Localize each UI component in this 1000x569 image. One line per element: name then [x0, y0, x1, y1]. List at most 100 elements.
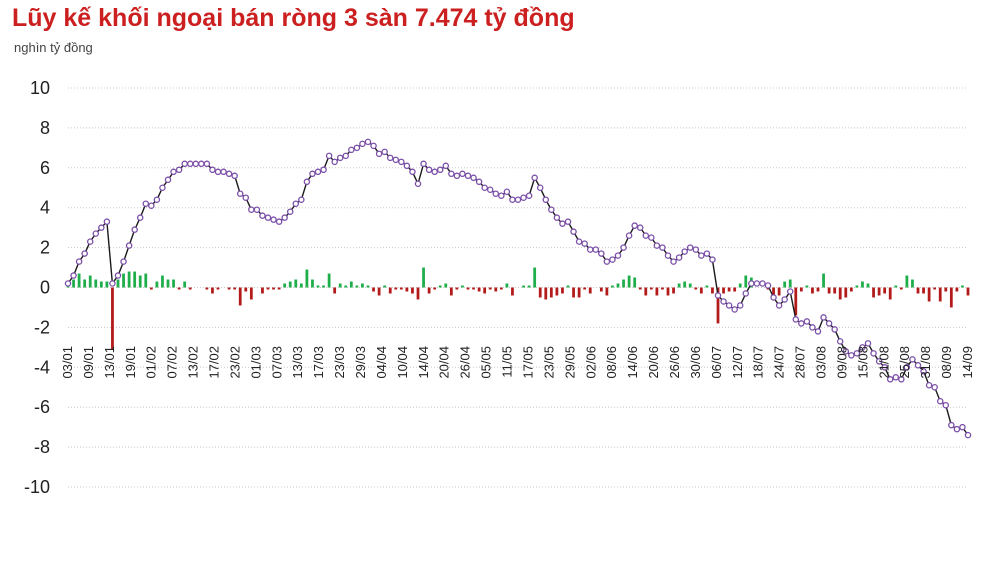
daily-bar — [99, 281, 103, 288]
x-tick-label: 13/02 — [186, 346, 201, 379]
x-tick-label: 13/03 — [290, 346, 305, 379]
cumulative-point — [403, 162, 411, 170]
cumulative-point — [675, 254, 683, 261]
x-tick-label: 12/07 — [730, 346, 745, 379]
daily-bar — [844, 287, 848, 298]
daily-bar — [361, 283, 364, 288]
daily-bar — [883, 287, 887, 294]
cumulative-point — [92, 230, 100, 237]
cumulative-point — [542, 196, 550, 203]
cumulative-point — [214, 168, 222, 176]
daily-bar — [299, 283, 303, 288]
daily-bar — [788, 279, 792, 288]
cumulative-point — [959, 423, 966, 431]
daily-bar — [955, 287, 959, 292]
daily-bar — [644, 287, 648, 296]
cumulative-point — [264, 214, 272, 221]
cumulative-point — [148, 202, 155, 209]
daily-bar — [599, 287, 603, 292]
daily-bar — [383, 285, 387, 288]
cumulative-point — [281, 214, 288, 221]
x-tick-label: 19/01 — [123, 346, 138, 379]
cumulative-point — [648, 234, 655, 241]
x-tick-label: 20/04 — [437, 346, 452, 379]
cumulative-point — [331, 158, 338, 166]
daily-bar — [616, 283, 620, 288]
cumulative-point — [298, 196, 305, 203]
cumulative-point — [575, 238, 583, 245]
daily-bar — [472, 287, 475, 290]
cumulative-point — [942, 401, 950, 409]
cumulative-point — [686, 244, 694, 251]
cumulative-point — [859, 344, 866, 351]
cumulative-point — [881, 364, 888, 371]
x-tick-label: 24/07 — [772, 346, 787, 379]
daily-bar — [488, 287, 492, 290]
daily-bar — [288, 281, 292, 288]
x-tick-label: 09/01 — [81, 346, 96, 379]
daily-bar — [605, 287, 609, 296]
cumulative-point — [136, 214, 144, 221]
daily-bar — [77, 273, 81, 288]
daily-bar — [111, 287, 114, 350]
daily-bar — [649, 287, 653, 290]
cumulative-point — [736, 302, 744, 309]
x-axis-ticks: 03/01 09/01 13/01 19/01 01/02 07/02 13/02 17/02… — [60, 346, 975, 379]
x-tick-label: 07/03 — [269, 346, 284, 379]
x-tick-label: 25/08 — [897, 346, 912, 379]
cumulative-point — [803, 318, 811, 325]
cumulative-point — [609, 256, 616, 263]
x-tick-label: 23/03 — [332, 346, 347, 379]
cumulative-point — [748, 280, 755, 287]
cumulative-point — [203, 160, 211, 168]
cumulative-point — [809, 324, 816, 331]
cumulative-point — [181, 160, 188, 168]
daily-bar — [511, 287, 514, 296]
daily-bar — [366, 285, 370, 288]
daily-bar — [555, 287, 559, 296]
cumulative-point — [514, 196, 522, 203]
cumulative-point — [81, 250, 88, 257]
cumulative-point — [631, 222, 638, 229]
daily-bar — [394, 287, 398, 290]
daily-bar — [638, 287, 642, 290]
cumulative-point — [925, 382, 933, 389]
daily-bar — [944, 287, 948, 292]
daily-bar — [738, 283, 742, 288]
cumulative-point — [509, 196, 516, 203]
daily-bar — [655, 287, 659, 296]
daily-bar — [349, 281, 353, 288]
cumulative-point — [236, 190, 244, 197]
cumulative-point — [453, 172, 461, 180]
x-tick-label: 11/05 — [500, 346, 515, 378]
cumulative-point — [353, 144, 361, 152]
cumulative-point — [342, 152, 350, 160]
daily-bar — [261, 287, 264, 294]
x-tick-label: 18/07 — [751, 346, 766, 379]
daily-bar — [316, 285, 320, 288]
cumulative-point — [875, 358, 883, 365]
cumulative-point — [348, 146, 355, 154]
daily-bar — [94, 279, 98, 288]
daily-bar — [627, 275, 631, 288]
cumulative-point — [442, 162, 450, 170]
cumulative-point — [825, 320, 833, 327]
cumulative-point — [931, 383, 938, 391]
cumulative-point — [325, 152, 333, 160]
cumulative-point — [664, 252, 672, 259]
daily-bar — [161, 275, 164, 288]
daily-bar — [622, 279, 625, 288]
daily-bar — [105, 281, 109, 288]
daily-bar — [933, 287, 937, 290]
daily-bar — [305, 269, 309, 288]
daily-bar — [244, 287, 248, 292]
x-tick-label: 14/06 — [625, 346, 640, 379]
daily-bar — [338, 283, 342, 288]
daily-bar — [816, 287, 820, 292]
y-axis-ticks: 10 8 6 4 2 0 -2 -4 -6 -8 -10 — [24, 78, 50, 497]
daily-bar — [683, 281, 687, 288]
daily-bar — [799, 287, 803, 292]
daily-bar — [211, 287, 214, 294]
daily-bar — [822, 273, 825, 288]
